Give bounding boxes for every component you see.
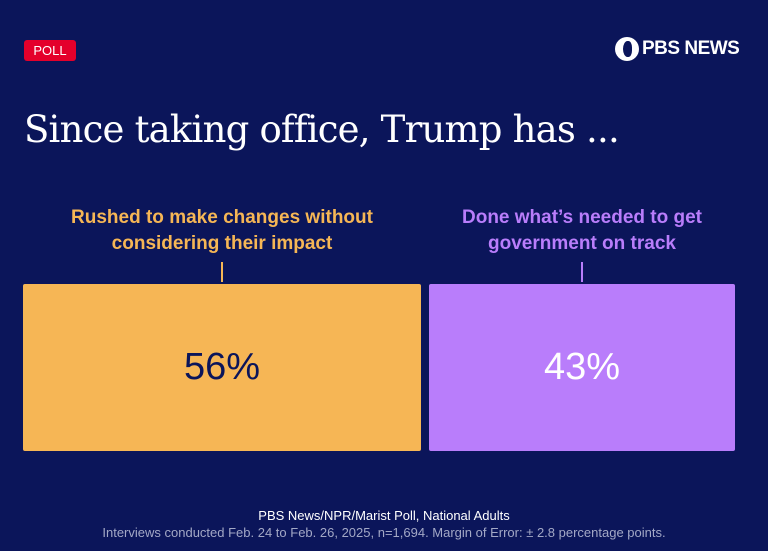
label-connector <box>581 262 583 282</box>
chart-title: Since taking office, Trump has ... <box>24 108 620 151</box>
methodology-note: Interviews conducted Feb. 24 to Feb. 26,… <box>102 525 666 540</box>
category-label: Rushed to make changes without consideri… <box>71 207 373 254</box>
category-label: Done what’s needed to get government on … <box>462 207 702 254</box>
logo-text: PBS NEWS <box>642 38 740 59</box>
value-label: 43% <box>543 346 621 388</box>
value-label: 56% <box>183 346 261 388</box>
label-connector <box>221 262 223 282</box>
bar-2: 43% <box>429 284 735 451</box>
pbs-news-logo: PBS NEWS <box>615 37 740 61</box>
pbs-head-icon <box>615 37 639 61</box>
source: PBS News/NPR/Marist Poll, National Adult… <box>258 508 510 523</box>
poll-badge: POLL <box>24 40 76 61</box>
bar-1: 56% <box>23 284 421 451</box>
